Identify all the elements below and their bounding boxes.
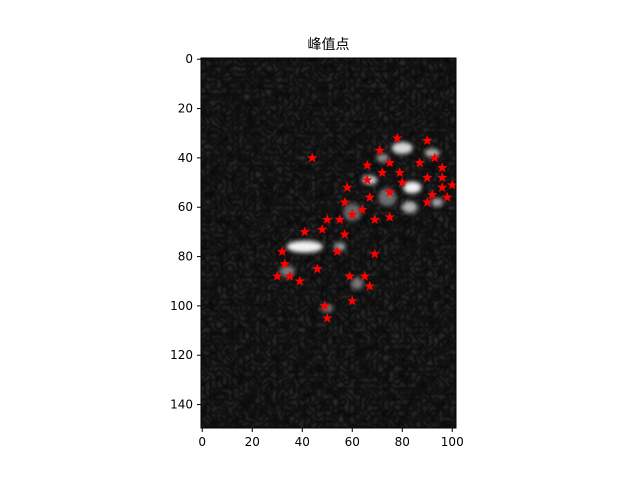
peak-marker (339, 228, 350, 239)
peak-marker (369, 214, 380, 224)
y-tick-label: 0 (185, 52, 193, 66)
bright-region (333, 242, 346, 252)
peak-marker (437, 162, 448, 173)
peak-marker (277, 246, 288, 257)
bright-region (431, 197, 444, 207)
y-tick-label: 60 (178, 200, 193, 214)
peak-marker (414, 157, 425, 168)
x-tick-label: 100 (441, 435, 464, 449)
peak-marker (347, 295, 358, 306)
peak-marker (347, 209, 358, 220)
peak-marker (437, 172, 448, 183)
bright-region (402, 201, 418, 214)
peak-markers (272, 132, 456, 323)
peak-marker (442, 191, 453, 202)
peak-marker (422, 172, 433, 183)
peak-marker (377, 167, 388, 178)
peak-marker (374, 145, 385, 155)
bright-region (391, 142, 413, 154)
y-tick-label: 100 (170, 299, 193, 313)
peak-marker (362, 159, 373, 170)
peak-marker (294, 275, 305, 286)
peak-marker (392, 132, 403, 143)
image-speckle (201, 58, 456, 428)
x-tick-label: 40 (295, 435, 310, 449)
peak-marker (384, 157, 395, 168)
bright-region (376, 153, 389, 163)
peak-marker (322, 214, 333, 224)
plot-area (201, 58, 456, 428)
x-axis: 0 20 40 60 80 100 (198, 428, 464, 449)
peak-marker (279, 258, 290, 269)
peak-marker (357, 204, 368, 215)
peak-marker (322, 312, 333, 323)
plot-frame (200, 57, 457, 429)
peak-marker (437, 182, 448, 192)
peak-marker (307, 152, 318, 163)
y-tick-label: 80 (178, 250, 193, 264)
peak-marker (334, 214, 345, 224)
y-tick-label: 140 (170, 398, 193, 412)
peak-marker (429, 152, 440, 163)
bright-region (286, 240, 323, 253)
bright-region (351, 277, 364, 290)
peak-marker (312, 263, 323, 274)
bright-region (403, 181, 422, 194)
peak-marker (299, 226, 310, 237)
y-axis: 0 20 40 60 80 100 120 140 (170, 52, 201, 412)
peak-marker (319, 300, 330, 311)
x-tick-label: 0 (198, 435, 206, 449)
chart-title: 峰值点 (308, 37, 350, 53)
peak-marker (339, 196, 350, 207)
x-tick-label: 80 (395, 435, 410, 449)
peak-marker (422, 135, 433, 146)
y-tick-label: 40 (178, 151, 193, 165)
peak-marker (332, 246, 343, 257)
peak-marker (272, 270, 283, 281)
peak-marker (427, 189, 438, 200)
peak-marker (364, 191, 375, 202)
peak-marker (397, 177, 408, 187)
peak-marker (422, 196, 433, 207)
peak-marker (369, 248, 380, 259)
peak-marker (284, 270, 295, 281)
peak-marker (344, 270, 355, 281)
bright-region (424, 148, 440, 158)
y-tick-label: 120 (170, 348, 193, 362)
peak-marker (342, 182, 353, 192)
peak-marker (384, 186, 395, 197)
x-tick-label: 20 (245, 435, 260, 449)
peak-marker (394, 167, 405, 178)
y-tick-label: 20 (178, 102, 193, 116)
peak-marker (384, 211, 395, 222)
peak-marker (364, 280, 375, 291)
peak-marker (362, 174, 373, 185)
peak-marker (317, 223, 328, 234)
peak-marker (359, 270, 370, 281)
x-tick-label: 60 (345, 435, 360, 449)
